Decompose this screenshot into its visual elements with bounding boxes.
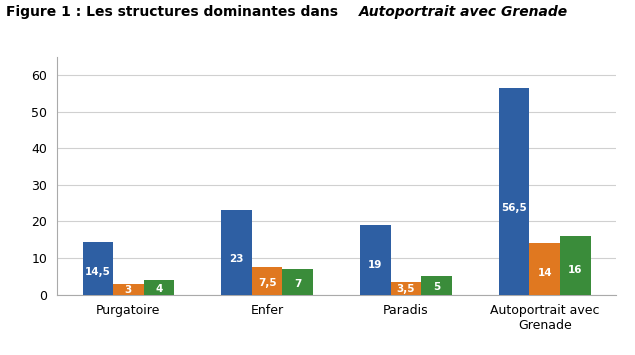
Bar xyxy=(283,269,313,295)
Text: 3,5: 3,5 xyxy=(397,284,415,294)
Bar xyxy=(113,284,144,295)
Text: 23: 23 xyxy=(229,254,244,264)
Text: 56,5: 56,5 xyxy=(502,203,527,213)
Bar xyxy=(144,280,174,295)
Bar xyxy=(391,282,421,295)
Bar xyxy=(499,88,530,295)
Text: 3: 3 xyxy=(124,285,132,295)
Text: 7: 7 xyxy=(294,279,302,289)
Text: 19: 19 xyxy=(368,261,383,271)
Text: 7,5: 7,5 xyxy=(258,278,276,288)
Bar xyxy=(360,225,391,295)
Bar xyxy=(421,276,451,295)
Text: 5: 5 xyxy=(433,282,440,292)
Text: 14,5: 14,5 xyxy=(85,267,110,277)
Bar xyxy=(83,242,113,295)
Text: 16: 16 xyxy=(568,265,582,275)
Text: Figure 1 : Les structures dominantes dans: Figure 1 : Les structures dominantes dan… xyxy=(6,5,344,19)
Text: Autoportrait avec Grenade: Autoportrait avec Grenade xyxy=(359,5,568,19)
Text: 14: 14 xyxy=(537,268,552,278)
Bar xyxy=(252,267,283,295)
Text: 4: 4 xyxy=(155,284,163,294)
Bar xyxy=(530,244,560,295)
Bar xyxy=(560,236,591,295)
Bar xyxy=(222,211,252,295)
